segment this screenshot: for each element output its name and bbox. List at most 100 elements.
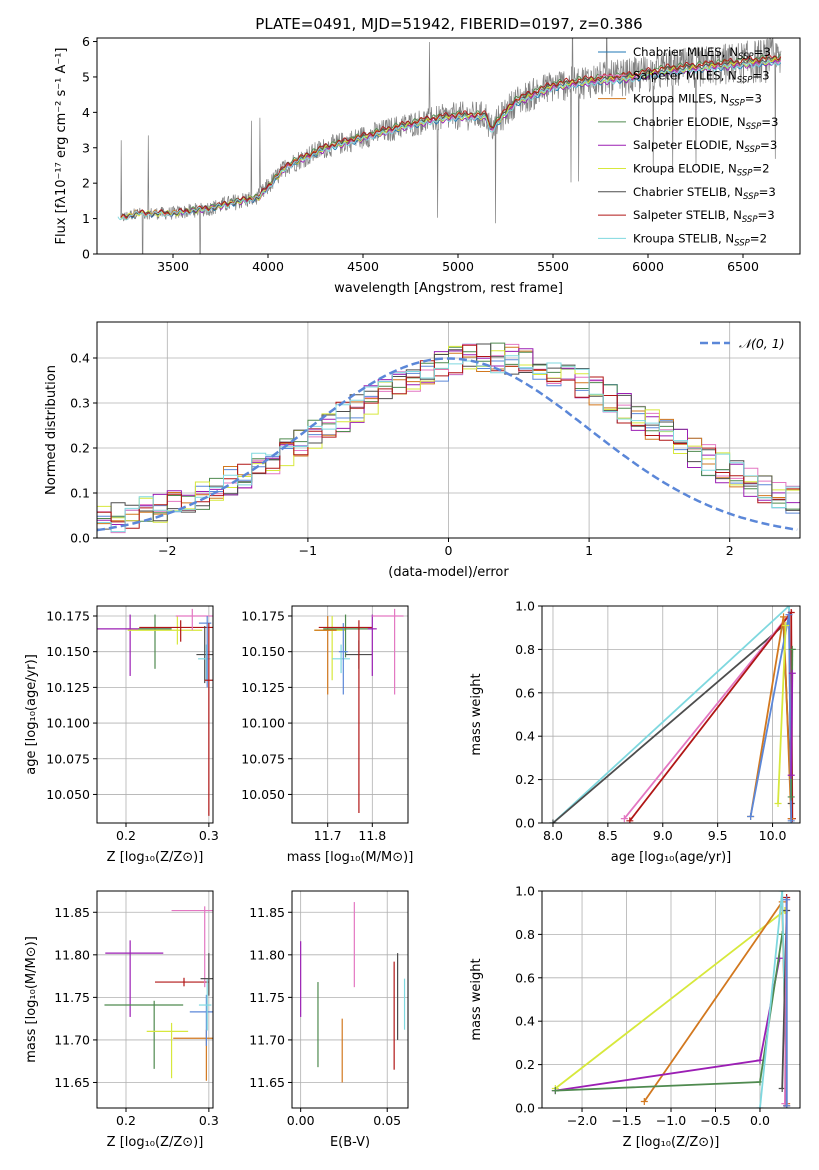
- y-tick-label: 11.75: [249, 990, 285, 1005]
- weight-marker: [785, 606, 793, 610]
- weight-marker: [626, 817, 634, 823]
- x-tick-label: 3500: [157, 259, 189, 274]
- data-point: [155, 977, 209, 987]
- y-tick-label: 0.6: [515, 685, 535, 700]
- legend-entry: Salpeter MILES, NSSP=3: [633, 68, 770, 85]
- y-tick-label: 11.70: [249, 1032, 285, 1047]
- data-point: [318, 620, 373, 814]
- y-tick-label: 0.8: [515, 642, 535, 657]
- weight-marker: [756, 1056, 764, 1064]
- gaussian-curve: [97, 357, 798, 532]
- y-tick-label: 1.0: [515, 599, 535, 614]
- y-tick-label: 10.150: [46, 644, 90, 659]
- y-tick-label: 0.3: [70, 396, 90, 411]
- mass-vs-Z-plot-area: [104, 906, 213, 1081]
- y-tick-label: 0: [82, 247, 90, 262]
- x-tick-label: −2.0: [567, 1113, 597, 1128]
- y-tick-label: 2: [82, 176, 90, 191]
- y-tick-label: 0.4: [70, 351, 90, 366]
- x-tick-label: 0.00: [287, 1113, 315, 1128]
- y-axis-label: Normed distribution: [44, 365, 59, 495]
- data-point: [372, 608, 404, 695]
- mass-vs-EBV-axes: 0.00 0.05 11.65 11.70 11.75 11.80 11.85 E(B-V): [249, 890, 409, 1150]
- data-point: [173, 1029, 213, 1081]
- y-tick-label: 4: [82, 105, 90, 120]
- age-vs-mass-axes: 11.7 11.8 10.050 10.075 10.100 10.125 10.150 10…: [241, 605, 413, 865]
- x-tick-label: 0.05: [373, 1113, 401, 1128]
- x-tick-label: 5500: [537, 259, 569, 274]
- x-tick-label: 6500: [727, 259, 759, 274]
- data-point: [97, 614, 172, 676]
- x-axis-label: E(B-V): [330, 1135, 370, 1150]
- legend-entry: Kroupa STELIB, NSSP=2: [633, 231, 767, 248]
- y-tick-label: 10.175: [241, 608, 285, 623]
- weight-line-9: [790, 673, 794, 776]
- y-tick-label: 11.80: [54, 947, 90, 962]
- age-vs-mass-plot-area: [314, 608, 404, 814]
- y-tick-label: 0.4: [515, 729, 535, 744]
- x-tick-label: 8.5: [598, 828, 618, 843]
- data-point: [196, 625, 213, 684]
- mass-vs-EBV-plot-area: [300, 902, 406, 1083]
- y-tick-label: 11.85: [54, 905, 90, 920]
- y-tick-label: 11.65: [249, 1075, 285, 1090]
- y-tick-label: 0.0: [515, 816, 535, 831]
- weight-marker: [787, 817, 795, 823]
- y-tick-label: 10.100: [241, 716, 285, 731]
- y-tick-label: 0.2: [70, 441, 90, 456]
- y-tick-label: 10.075: [46, 751, 90, 766]
- data-point: [138, 614, 172, 669]
- y-tick-label: 0.2: [515, 1057, 535, 1072]
- residuals-axes: −2 −1 0 1 2 0.0 0.1 0.2 0.3 0.4 (data-model)/error…: [44, 321, 801, 580]
- y-tick-label: 11.65: [54, 1075, 90, 1090]
- y-tick-label: 0.6: [515, 970, 535, 985]
- x-axis-label: Z [log₁₀(Z/Z⊙)]: [623, 1135, 720, 1150]
- x-tick-label: −0.5: [700, 1113, 730, 1128]
- y-tick-label: 0.4: [515, 1014, 535, 1029]
- x-axis-label: Z [log₁₀(Z/Z⊙)]: [107, 1135, 204, 1150]
- y-tick-label: 1.0: [515, 884, 535, 899]
- x-tick-label: −1: [299, 543, 317, 558]
- residuals-legend: 𝒩(0, 1): [700, 336, 785, 351]
- y-tick-label: 10.100: [46, 716, 90, 731]
- mass-vs-Z-axes: 0.2 0.3 11.65 11.70 11.75 11.80 11.85 Z [log₁₀(…: [24, 890, 219, 1150]
- x-tick-label: 9.0: [653, 828, 673, 843]
- data-point: [200, 953, 213, 996]
- weight-marker: [785, 611, 793, 619]
- data-point: [367, 614, 377, 676]
- model-spectrum-8: [120, 54, 782, 219]
- x-tick-label: 11.7: [314, 828, 342, 843]
- y-tick-label: 10.125: [241, 680, 285, 695]
- figure-title: PLATE=0491, MJD=51942, FIBERID=0197, z=0…: [255, 15, 642, 33]
- weight-marker: [774, 799, 782, 807]
- x-tick-label: 0.2: [116, 1113, 136, 1128]
- weight-marker: [551, 1087, 559, 1095]
- legend-entry: Salpeter ELODIE, NSSP=3: [633, 138, 777, 155]
- legend-entry: Kroupa MILES, NSSP=3: [633, 92, 762, 109]
- residual-histogram-8: [97, 344, 800, 529]
- data-point: [189, 994, 213, 1046]
- x-tick-label: 1: [585, 543, 593, 558]
- data-point: [171, 906, 213, 988]
- age-vs-Z-plot-area: [97, 608, 213, 816]
- x-axis-label: age [log₁₀(age/yr)]: [611, 850, 732, 865]
- weight-marker: [756, 1104, 764, 1108]
- legend-entry: Chabrier STELIB, NSSP=3: [633, 185, 776, 202]
- x-axis-label: wavelength [Angstrom, rest frame]: [334, 281, 563, 296]
- y-tick-label: 11.70: [54, 1032, 90, 1047]
- y-tick-label: 10.125: [46, 680, 90, 695]
- spectrum-plot-area: [117, 38, 782, 254]
- x-tick-label: 0.0: [750, 1113, 770, 1128]
- spectrum-legend: Chabrier MILES, NSSP=3 Salpeter MILES, NS…: [598, 45, 778, 248]
- y-axis-label: Flux [fλ10⁻¹⁷ erg cm⁻² s⁻¹ A⁻¹]: [54, 48, 69, 245]
- x-axis-label: Z [log₁₀(Z/Z⊙)]: [107, 850, 204, 865]
- weight-marker: [783, 1102, 791, 1108]
- x-tick-label: 0.3: [199, 1113, 219, 1128]
- x-tick-label: −1.0: [656, 1113, 686, 1128]
- data-point: [127, 615, 203, 645]
- x-tick-label: 0: [445, 543, 453, 558]
- y-axis-label: mass [log₁₀(M/M⊙)]: [24, 936, 39, 1063]
- x-tick-label: −1.5: [611, 1113, 641, 1128]
- data-point: [175, 608, 213, 631]
